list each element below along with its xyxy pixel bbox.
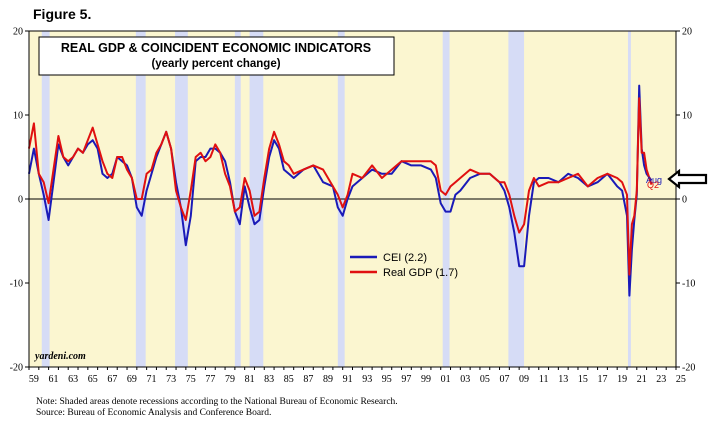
x-tick-label: 91 bbox=[343, 374, 353, 385]
x-tick-label: 15 bbox=[578, 374, 588, 385]
x-tick-label: 63 bbox=[68, 374, 78, 385]
x-tick-label: 71 bbox=[147, 374, 157, 385]
x-tick-label: 87 bbox=[303, 374, 313, 385]
x-tick-label: 67 bbox=[107, 374, 117, 385]
x-tick-label: 93 bbox=[362, 374, 372, 385]
x-tick-label: 17 bbox=[597, 374, 607, 385]
footnote-source: Source: Bureau of Economic Analysis and … bbox=[36, 408, 272, 418]
x-tick-label: 19 bbox=[617, 374, 627, 385]
y-tick-label-right: 20 bbox=[682, 27, 692, 38]
y-tick-label-left: 10 bbox=[13, 111, 23, 122]
title-box bbox=[38, 36, 395, 76]
x-tick-label: 79 bbox=[225, 374, 235, 385]
watermark: yardeni.com bbox=[34, 351, 86, 362]
x-tick-label: 99 bbox=[421, 374, 431, 385]
x-tick-label: 83 bbox=[264, 374, 274, 385]
y-tick-label-left: 0 bbox=[18, 195, 23, 206]
y-tick-label-right: 10 bbox=[682, 111, 692, 122]
x-tick-label: 95 bbox=[382, 374, 392, 385]
x-tick-label: 69 bbox=[127, 374, 137, 385]
x-tick-label: 13 bbox=[558, 374, 568, 385]
y-tick-label-right: -10 bbox=[682, 279, 695, 290]
y-tick-label-left: -20 bbox=[10, 363, 23, 374]
x-tick-label: 65 bbox=[88, 374, 98, 385]
legend-label-gdp: Real GDP (1.7) bbox=[383, 267, 458, 279]
x-tick-label: 61 bbox=[49, 374, 59, 385]
y-tick-label-left: 20 bbox=[13, 27, 23, 38]
chart-title: REAL GDP & COINCIDENT ECONOMIC INDICATOR… bbox=[61, 41, 371, 55]
y-tick-label-left: -10 bbox=[10, 279, 23, 290]
footnote: Note: Shaded areas denote recessions acc… bbox=[36, 397, 398, 419]
x-tick-label: 59 bbox=[29, 374, 39, 385]
footnote-note: Note: Shaded areas denote recessions acc… bbox=[36, 397, 398, 407]
chart-subtitle: (yearly percent change) bbox=[151, 58, 280, 70]
series-line-gdp bbox=[28, 97, 653, 276]
x-tick-label: 01 bbox=[441, 374, 451, 385]
x-tick-label: 03 bbox=[460, 374, 470, 385]
annotation-cei-last: Aug bbox=[646, 175, 662, 185]
x-tick-label: 25 bbox=[676, 374, 686, 385]
x-tick-label: 97 bbox=[401, 374, 411, 385]
x-tick-label: 11 bbox=[539, 374, 549, 385]
x-tick-label: 05 bbox=[480, 374, 490, 385]
x-tick-label: 77 bbox=[205, 374, 215, 385]
x-tick-label: 89 bbox=[323, 374, 333, 385]
y-tick-label-right: 0 bbox=[682, 195, 687, 206]
figure-label: Figure 5. bbox=[33, 6, 92, 22]
x-tick-label: 21 bbox=[637, 374, 647, 385]
legend-label-cei: CEI (2.2) bbox=[383, 252, 427, 264]
legend: CEI (2.2) Real GDP (1.7) bbox=[350, 252, 458, 279]
x-tick-label: 23 bbox=[656, 374, 666, 385]
x-tick-label: 81 bbox=[245, 374, 255, 385]
x-tick-label: 07 bbox=[499, 374, 509, 385]
arrow-left-icon bbox=[667, 168, 708, 190]
annotation-gdp-last: Q2 bbox=[647, 180, 659, 190]
x-tick-label: 85 bbox=[284, 374, 294, 385]
x-tick-label: 09 bbox=[519, 374, 529, 385]
x-tick-label: 75 bbox=[186, 374, 196, 385]
x-tick-label: 73 bbox=[166, 374, 176, 385]
y-tick-label-right: -20 bbox=[682, 363, 695, 374]
